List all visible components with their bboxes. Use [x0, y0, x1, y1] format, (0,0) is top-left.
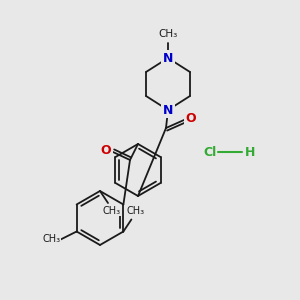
Text: N: N [163, 52, 173, 64]
Text: CH₃: CH₃ [126, 206, 144, 217]
Text: CH₃: CH₃ [103, 206, 121, 216]
Text: H: H [245, 146, 255, 158]
Text: CH₃: CH₃ [158, 29, 178, 39]
Text: Cl: Cl [203, 146, 217, 158]
Text: CH₃: CH₃ [43, 235, 61, 244]
Text: N: N [163, 103, 173, 116]
Text: O: O [186, 112, 196, 125]
Text: O: O [101, 143, 111, 157]
